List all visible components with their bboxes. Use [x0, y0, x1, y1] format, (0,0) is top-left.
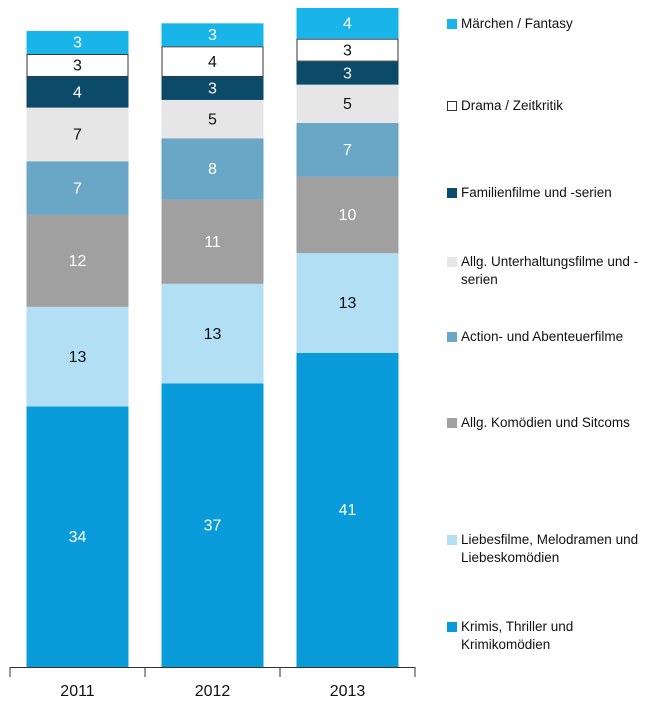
legend-swatch: [447, 535, 457, 545]
data-label: 37: [204, 517, 222, 534]
legend-item: Familienfilme und -serien: [447, 184, 662, 202]
data-label: 4: [73, 85, 82, 102]
bar-segment: [26, 406, 129, 667]
bar-segment: [296, 8, 399, 39]
legend-item: Liebesfilme, Melodramen und Liebeskomödi…: [447, 531, 662, 567]
data-label: 7: [343, 142, 352, 159]
x-tick-label: 2011: [60, 683, 95, 700]
legend-label: Action- und Abenteuerfilme: [461, 329, 624, 344]
data-label: 3: [73, 35, 82, 52]
data-label: 7: [73, 180, 82, 197]
legend-item: Märchen / Fantasy: [447, 15, 662, 33]
bar-segment: [161, 46, 264, 77]
legend-swatch: [447, 257, 457, 267]
data-label: 13: [204, 326, 222, 343]
data-label: 3: [343, 65, 352, 82]
legend-item: Allg. Unterhaltungsfilme und -serien: [447, 253, 662, 289]
bar-segment: [161, 138, 264, 200]
bar-segment: [161, 199, 264, 284]
data-label: 34: [69, 529, 87, 546]
data-label: 4: [208, 54, 217, 71]
data-label: 5: [208, 111, 217, 128]
legend-swatch: [447, 19, 457, 29]
bar-segment: [161, 99, 264, 139]
legend-swatch: [447, 418, 457, 428]
plot: 3413127743320113713118534320124113107533…: [9, 8, 416, 700]
data-label: 4: [343, 16, 352, 33]
legend-swatch: [447, 332, 457, 342]
bar-segment: [296, 84, 399, 123]
bar-segment: [296, 253, 399, 353]
bar-segment: [296, 352, 399, 667]
legend-label: Märchen / Fantasy: [461, 16, 573, 31]
legend-label: Drama / Zeitkritik: [461, 98, 564, 113]
bar-segment: [26, 161, 129, 215]
legend-label: Liebesfilme, Melodramen und Liebeskomödi…: [461, 532, 639, 565]
bar-segment: [26, 214, 129, 307]
data-label: 3: [73, 58, 82, 75]
bar-segment: [296, 38, 399, 62]
data-label: 3: [208, 27, 217, 44]
legend-label: Allg. Komödien und Sitcoms: [461, 415, 630, 430]
legend-label: Familienfilme und -serien: [461, 185, 612, 200]
bar-segment: [296, 61, 399, 85]
data-label: 13: [69, 349, 87, 366]
bar-segment: [296, 122, 399, 177]
bar-segment: [161, 23, 264, 47]
x-tick-label: 2013: [330, 683, 366, 700]
bar-segment: [161, 383, 264, 667]
bar-segment: [296, 176, 399, 254]
legend-item: Allg. Komödien und Sitcoms: [447, 414, 662, 432]
bar-segment: [26, 306, 129, 407]
legend-item: Action- und Abenteuerfilme: [447, 328, 662, 346]
data-label: 3: [208, 81, 217, 98]
bar-segment: [26, 30, 129, 54]
bar-segment: [26, 107, 129, 162]
data-label: 3: [343, 42, 352, 59]
bar-segment: [26, 76, 129, 108]
legend-item: Drama / Zeitkritik: [447, 97, 662, 115]
bar-segment: [161, 283, 264, 384]
legend-item: Krimis, Thriller und Krimikomödien: [447, 618, 662, 654]
data-label: 11: [204, 234, 221, 251]
legend-label: Krimis, Thriller und Krimikomödien: [461, 619, 574, 652]
data-label: 5: [343, 96, 352, 113]
data-label: 12: [69, 253, 87, 270]
legend-swatch: [447, 101, 457, 111]
data-label: 7: [73, 127, 82, 144]
legend-label: Allg. Unterhaltungsfilme und -serien: [461, 254, 639, 287]
x-tick-label: 2012: [195, 683, 231, 700]
data-label: 8: [208, 161, 217, 178]
legend-swatch: [447, 188, 457, 198]
bar-segment: [161, 76, 264, 100]
bar-segment: [26, 53, 129, 77]
legend-swatch: [447, 622, 457, 632]
data-label: 13: [339, 295, 357, 312]
data-label: 10: [339, 207, 357, 224]
data-label: 41: [339, 502, 357, 519]
